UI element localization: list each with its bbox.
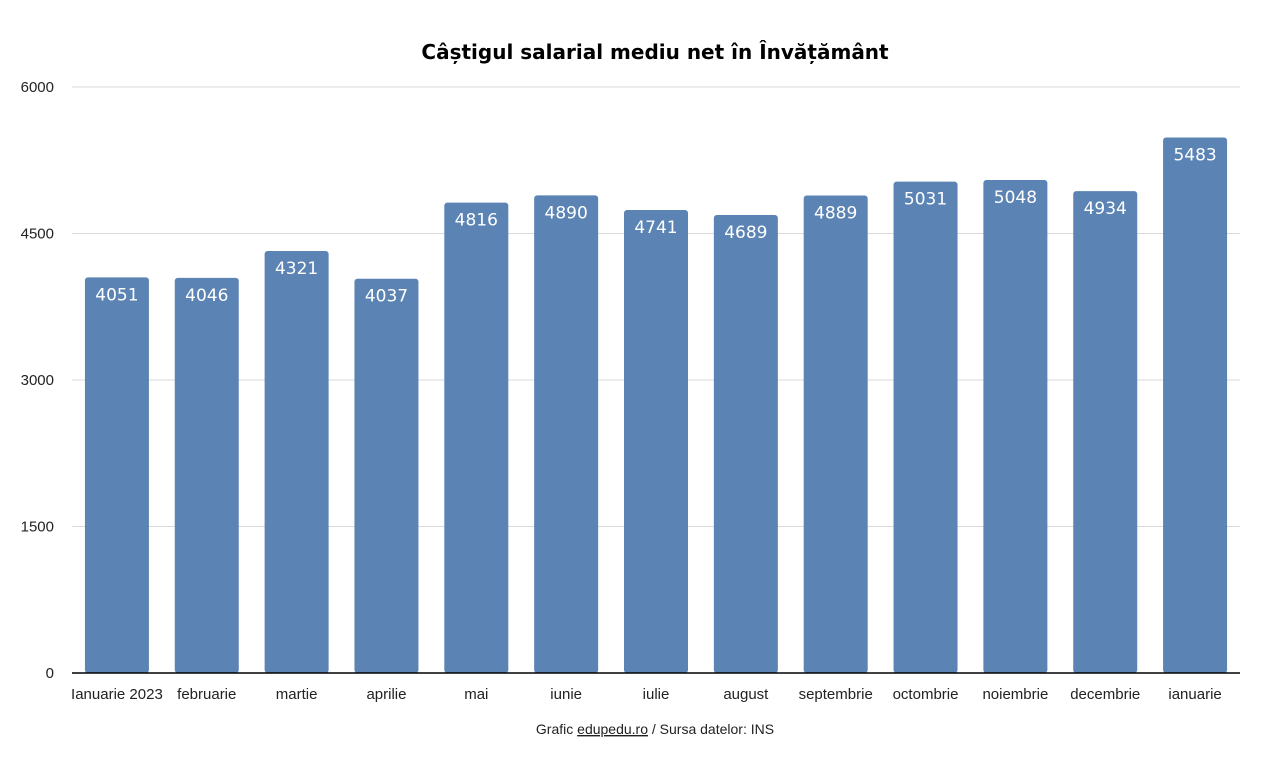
data-label: 4741 bbox=[634, 218, 677, 238]
data-label: 4816 bbox=[455, 211, 498, 231]
data-label: 4889 bbox=[814, 204, 857, 224]
data-label: 4046 bbox=[185, 286, 228, 306]
bar bbox=[84, 277, 149, 673]
data-label: 4321 bbox=[275, 259, 318, 279]
bar bbox=[1073, 191, 1138, 673]
bar bbox=[983, 179, 1048, 673]
data-label: 4890 bbox=[545, 203, 588, 223]
x-tick-label: iunie bbox=[550, 686, 582, 703]
source-prefix: Grafic bbox=[536, 721, 577, 737]
y-axis-ticks: 0 1500 3000 4500 6000 bbox=[21, 79, 54, 682]
bars: 4051 4046 4321 4037 4816 4890 4741 4689 4889 5031… bbox=[84, 137, 1228, 674]
y-tick-label: 1500 bbox=[21, 519, 54, 536]
bar bbox=[1163, 137, 1228, 674]
bar bbox=[264, 250, 329, 673]
source-note: Grafic edupedu.ro / Sursa datelor: INS bbox=[536, 721, 774, 737]
bar bbox=[174, 277, 239, 673]
x-tick-label: Ianuarie 2023 bbox=[71, 686, 163, 703]
data-label: 5483 bbox=[1173, 145, 1216, 165]
x-tick-label: mai bbox=[464, 686, 488, 703]
y-tick-label: 6000 bbox=[21, 79, 54, 96]
x-tick-label: februarie bbox=[177, 686, 236, 703]
x-tick-label: martie bbox=[276, 686, 318, 703]
x-axis-labels: Ianuarie 2023 februarie martie aprilie mai iu… bbox=[71, 686, 1222, 703]
data-label: 4689 bbox=[724, 223, 767, 243]
x-tick-label: decembrie bbox=[1070, 686, 1140, 703]
source-suffix: / Sursa datelor: INS bbox=[648, 721, 774, 737]
data-label: 4037 bbox=[365, 287, 408, 307]
bar bbox=[803, 195, 868, 673]
x-tick-label: noiembrie bbox=[982, 686, 1048, 703]
data-label: 5031 bbox=[904, 190, 947, 210]
y-tick-label: 0 bbox=[46, 665, 54, 682]
bar bbox=[624, 209, 688, 673]
y-tick-label: 4500 bbox=[21, 226, 54, 243]
bar bbox=[893, 181, 958, 673]
data-label: 4934 bbox=[1084, 199, 1127, 219]
x-tick-label: aprilie bbox=[366, 686, 406, 703]
source-link[interactable]: edupedu.ro bbox=[577, 721, 648, 737]
bar bbox=[534, 195, 599, 673]
x-tick-label: august bbox=[723, 686, 769, 703]
chart-title: Câștigul salarial mediu net în Învățămân… bbox=[421, 40, 889, 64]
x-tick-label: octombrie bbox=[893, 686, 959, 703]
data-label: 5048 bbox=[994, 188, 1037, 208]
x-tick-label: ianuarie bbox=[1168, 686, 1221, 703]
x-tick-label: iulie bbox=[643, 686, 670, 703]
bar bbox=[354, 278, 419, 673]
x-tick-label: septembrie bbox=[799, 686, 873, 703]
y-tick-label: 3000 bbox=[21, 372, 54, 389]
bar bbox=[444, 202, 509, 673]
bar bbox=[713, 215, 778, 673]
data-label: 4051 bbox=[95, 285, 138, 305]
